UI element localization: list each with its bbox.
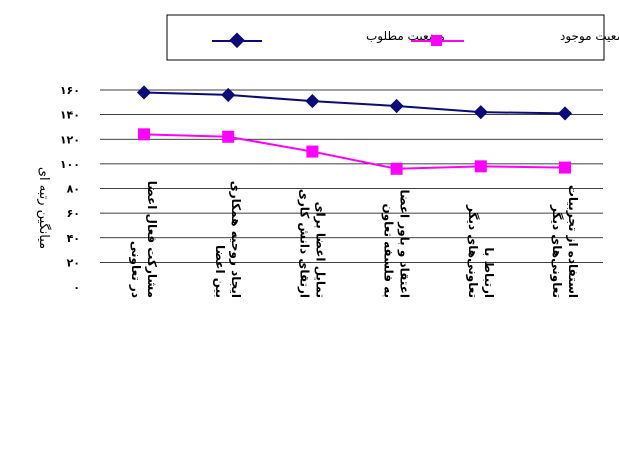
series-current (138, 128, 571, 175)
legend-label-current: وضعیت موجود (560, 29, 619, 44)
data-point (557, 106, 573, 121)
data-point (390, 162, 403, 175)
data-point (222, 130, 235, 143)
category-label: ایجاد روحیه همکاریبین اعضا (213, 181, 243, 298)
y-tick-label: ۱۲۰ (60, 133, 80, 146)
category-label-text: تمایل اعضا برایارتقای دانش کاری (297, 189, 327, 298)
legend-marker-desired (229, 32, 245, 49)
y-tick-labels: ۰ ۲۰ ۴۰ ۶۰ ۸۰ ۱۰۰ ۱۲۰ ۱۴۰ ۱۶۰ (60, 84, 80, 294)
category-label: تمایل اعضا برایارتقای دانش کاری (297, 189, 327, 298)
category-label-text: استفاده از تجربیاتتعاونی‌های دیگر (549, 185, 580, 298)
y-tick-label: ۱۰۰ (60, 158, 80, 171)
y-tick-label: ۴۰ (67, 232, 80, 245)
gridlines (100, 89, 603, 263)
legend: وضعیت مطلوب وضعیت موجود (166, 14, 619, 61)
category-label: مشارکت فعال اعضادر تعاونی (128, 181, 159, 298)
data-point (305, 94, 320, 109)
legend-marker-current (431, 35, 442, 46)
series-line (143, 91, 566, 115)
data-point (559, 161, 571, 174)
data-point (474, 160, 487, 173)
data-point (473, 105, 488, 120)
y-tick-label: ۰ (73, 281, 80, 294)
y-tick-label: ۱۶۰ (60, 84, 80, 97)
y-tick-label: ۶۰ (67, 207, 80, 220)
category-label-text: اعتقاد و باور اعضابه فلسفه تعاون (381, 189, 412, 298)
data-point (389, 98, 404, 114)
y-tick-label: ۱۴۰ (60, 109, 80, 122)
data-point (306, 145, 319, 158)
category-label: استفاده از تجربیاتتعاونی‌های دیگر (549, 185, 580, 298)
category-label-text: ارتباط باتعاونی‌های دیگر (465, 204, 496, 298)
category-label: ارتباط باتعاونی‌های دیگر (465, 204, 496, 298)
data-point (138, 128, 150, 141)
category-label-text: ایجاد روحیه همکاریبین اعضا (213, 181, 243, 298)
series-line (143, 133, 566, 170)
category-label: اعتقاد و باور اعضابه فلسفه تعاون (381, 189, 412, 298)
legend-item-current: وضعیت موجود (411, 29, 619, 46)
y-axis-label: میانگین رتبه ای (36, 167, 52, 249)
series-desired (136, 85, 573, 121)
y-tick-label: ۲۰ (67, 256, 80, 269)
category-labels: مشارکت فعال اعضادر تعاونی ایجاد روحیه همک… (128, 181, 580, 298)
series (136, 85, 573, 175)
category-label-text: مشارکت فعال اعضادر تعاونی (128, 181, 159, 298)
y-tick-label: ۸۰ (67, 183, 80, 196)
data-point (136, 85, 152, 100)
